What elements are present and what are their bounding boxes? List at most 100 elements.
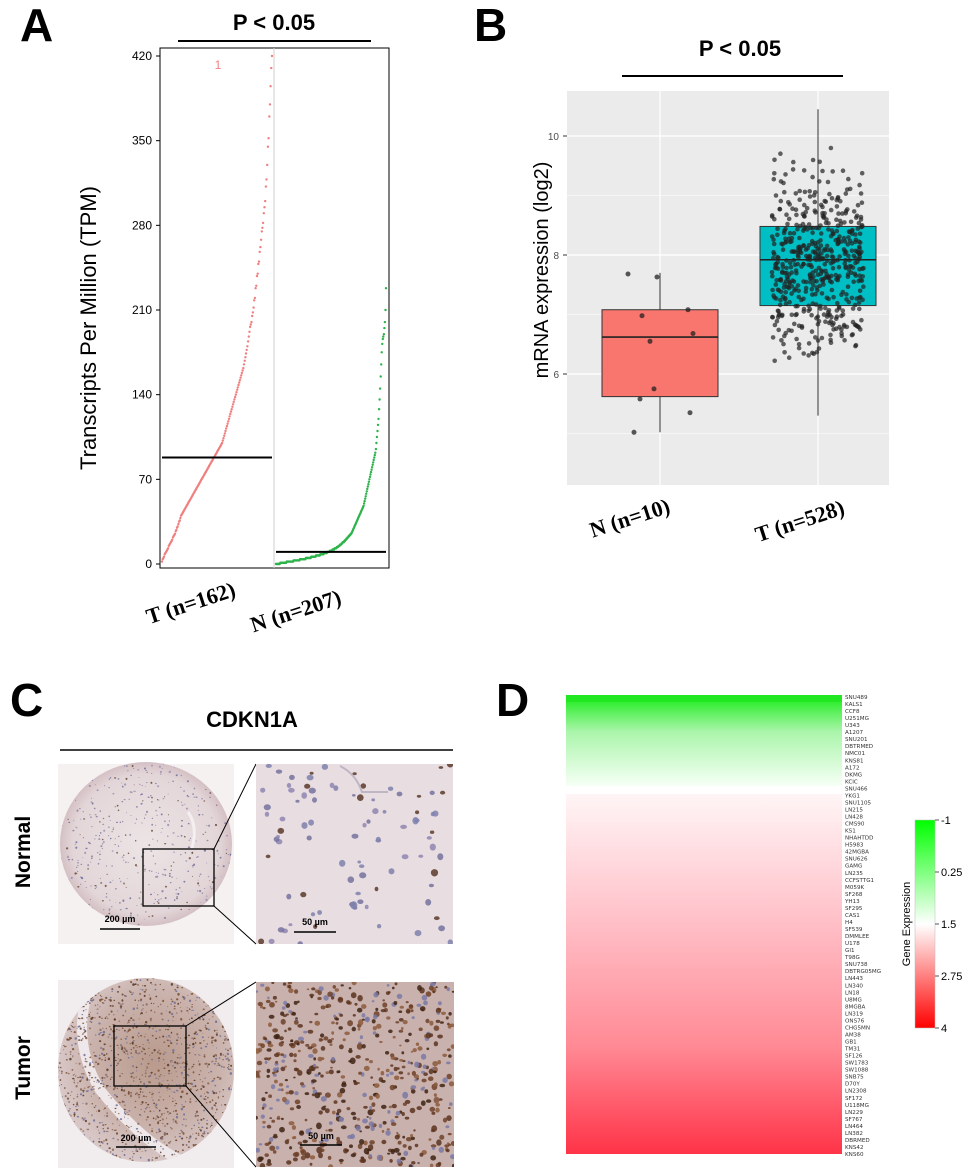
- ihc-tumor-nucleus-36: [114, 1059, 117, 1062]
- ihc-normal-nucleus-177: [117, 809, 120, 812]
- ihc-tumor-nucleus-242: [85, 1036, 88, 1040]
- ihc-tumor-nucleus-1249: [67, 1092, 70, 1094]
- panel-b-point-t-121: [770, 273, 775, 279]
- ihc-tumor-nucleus-1205: [58, 1066, 60, 1069]
- panel-a-dot-0-158: [268, 103, 272, 106]
- panel-b-point-t-134: [828, 340, 834, 346]
- ihc-tumor-nucleus-1295: [162, 1099, 165, 1101]
- gene-label-46: ONS76: [845, 1018, 865, 1024]
- ihc-tumor-zoom-nucleus-514: [382, 1002, 388, 1008]
- ihc-tumor-nucleus-288: [173, 1153, 176, 1155]
- ihc-tumor-zoom-nucleus-557: [391, 1122, 397, 1126]
- panel-b-point-t-382: [843, 191, 849, 196]
- panel-b-point-t-487: [837, 324, 842, 330]
- ihc-tumor-nucleus-22: [123, 978, 126, 980]
- ihc-tumor-nucleus-1302: [144, 1072, 147, 1075]
- panel-b-point-t-379: [782, 333, 787, 339]
- ihc-normal-nucleus-2: [75, 826, 77, 828]
- ihc-tumor-zoom-nucleus-280: [396, 1158, 402, 1164]
- ihc-tumor-zoom-nucleus-472: [308, 1065, 315, 1072]
- ihc-tumor-nucleus-359: [226, 978, 228, 980]
- ihc-tumor-nucleus-142: [213, 1077, 216, 1080]
- ihc-tumor-nucleus-194: [168, 1088, 171, 1090]
- ihc-tumor-nucleus-245: [195, 1137, 197, 1140]
- ihc-tumor-nucleus-421: [184, 1052, 186, 1054]
- panel-b-point-n-0: [625, 271, 631, 277]
- ihc-normal-nucleus-133: [191, 852, 194, 854]
- panel-b-point-t-239: [842, 338, 847, 343]
- ihc-tumor-nucleus-1231: [131, 1036, 134, 1039]
- panel-b-point-t-284: [784, 274, 790, 280]
- ihc-normal-nucleus-375: [80, 818, 82, 820]
- ihc-tumor-nucleus-431: [139, 1156, 142, 1159]
- ihc-tumor-zoom-nucleus-352: [370, 1076, 374, 1079]
- ihc-normal-nucleus-138: [77, 864, 79, 867]
- ihc-tumor-nucleus-352: [122, 1003, 125, 1005]
- ihc-normal-zoom-nucleus-41: [426, 836, 432, 840]
- ihc-tumor-nucleus-667: [166, 1086, 169, 1089]
- ihc-tumor-nucleus-448: [103, 1130, 106, 1133]
- panel-a-dot-1-190: [376, 429, 379, 433]
- gene-label-23: SNU626: [845, 857, 868, 863]
- ihc-tumor-nucleus-536: [63, 1045, 65, 1047]
- ihc-tumor-zoom-nucleus-278: [338, 1026, 343, 1030]
- panel-b-points: [625, 145, 866, 435]
- ihc-tumor-zoom-nucleus-330: [269, 1057, 272, 1059]
- ihc-tumor-nucleus-833: [215, 1119, 218, 1121]
- ihc-normal-nucleus-54: [170, 865, 172, 867]
- ihc-normal-nucleus-459: [121, 856, 124, 858]
- ihc-tumor-zoom-nucleus-339: [262, 1125, 266, 1129]
- ihc-tumor-nucleus-1145: [155, 995, 158, 998]
- ihc-tumor-zoom-nucleus-191: [269, 1107, 273, 1110]
- gene-label-2: CCF8: [845, 709, 860, 715]
- panel-b-point-t-404: [826, 227, 831, 232]
- ihc-normal-nucleus-74: [89, 899, 91, 900]
- ihc-tumor-nucleus-401: [145, 1086, 148, 1089]
- panel-b-point-n-8: [687, 410, 693, 416]
- ihc-tumor-nucleus-366: [172, 1015, 174, 1018]
- ihc-normal-zoom-nucleus-2: [372, 808, 379, 815]
- ihc-tumor-nucleus-640: [162, 1058, 165, 1061]
- ihc-tumor-nucleus-67: [64, 1095, 67, 1098]
- ihc-tumor-nucleus-1010: [132, 1156, 134, 1158]
- ihc-tumor-zoom-nucleus-473: [393, 1147, 400, 1153]
- ihc-normal-nucleus-250: [99, 821, 101, 823]
- ihc-tumor-zoom-nucleus-419: [377, 1067, 380, 1071]
- ihc-tumor-nucleus-955: [147, 1080, 150, 1084]
- ihc-tumor-nucleus-209: [82, 1038, 84, 1040]
- ihc-tumor-zoom-nucleus-117: [369, 1140, 375, 1145]
- ihc-tumor-zoom-nucleus-264: [348, 1049, 353, 1054]
- panel-a-dot-0-104: [231, 403, 235, 406]
- ihc-normal-nucleus-378: [178, 887, 181, 889]
- ihc-normal-nucleus-169: [95, 834, 97, 836]
- ihc-tumor-nucleus-1344: [166, 1039, 169, 1042]
- ihc-normal-nucleus-266: [135, 839, 137, 842]
- ihc-tumor-zoom-nucleus-494: [278, 1041, 284, 1047]
- panel-b-point-t-328: [831, 294, 836, 300]
- ihc-tumor-nucleus-977: [180, 1129, 183, 1132]
- ihc-normal-nucleus-132: [68, 859, 70, 861]
- ihc-tumor-nucleus-208: [190, 1067, 192, 1069]
- ihc-tumor-nucleus-815: [176, 1117, 178, 1119]
- ihc-tumor-nucleus-175: [219, 1077, 222, 1080]
- ihc-normal-nucleus-81: [140, 802, 143, 805]
- ihc-tumor-nucleus-1261: [172, 1121, 174, 1123]
- ihc-tumor-nucleus-1324: [148, 1075, 151, 1078]
- panel-a-dot-1-195: [378, 387, 382, 390]
- ihc-tumor-zoom-nucleus-133: [281, 1006, 286, 1010]
- ihc-tumor-zoom-nucleus-455: [339, 1013, 344, 1017]
- ihc-normal-nucleus-85: [96, 789, 99, 792]
- ihc-tumor-nucleus-224: [107, 1130, 109, 1132]
- ihc-tumor-zoom-nucleus-205: [396, 993, 403, 999]
- ihc-tumor-zoom-nucleus-187: [293, 1020, 299, 1025]
- ihc-tumor-nucleus-247: [146, 1066, 148, 1068]
- panel-a-top-marker: 1: [215, 58, 222, 72]
- panel-a-dot-1-203: [383, 326, 386, 330]
- ihc-tumor-zoom-nucleus-9: [339, 1044, 344, 1050]
- ihc-tumor-nucleus-8: [101, 1052, 104, 1056]
- ihc-normal-nucleus-437: [119, 909, 122, 911]
- ihc-tumor-nucleus-1277: [206, 1123, 209, 1125]
- ihc-normal-nucleus-29: [193, 796, 195, 798]
